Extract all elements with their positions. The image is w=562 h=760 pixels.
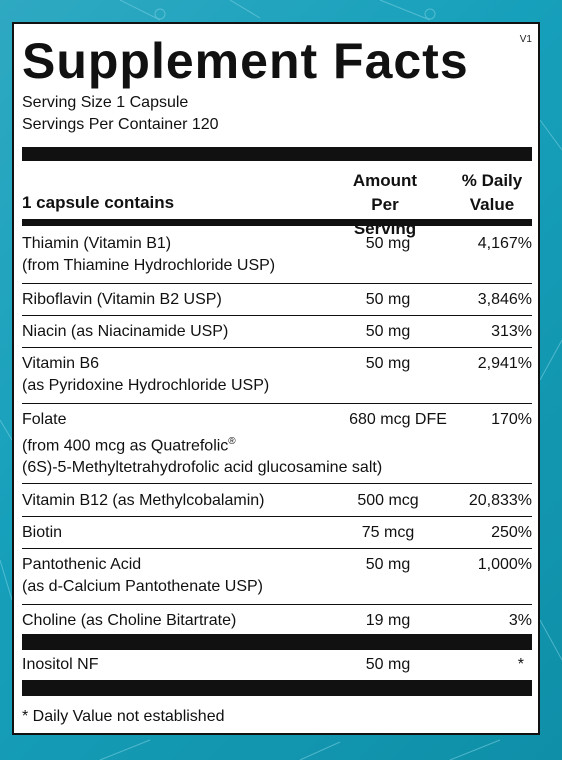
- thick-divider-top: [22, 147, 532, 161]
- footnote: * Daily Value not established: [22, 708, 225, 725]
- thick-divider-middle: [22, 634, 532, 650]
- row-divider: [22, 403, 532, 404]
- header-amount: Amount Per Serving: [352, 171, 418, 238]
- panel-title: Supplement Facts: [22, 33, 469, 89]
- supplement-facts-panel: V1 Supplement Facts Serving Size 1 Capsu…: [12, 22, 540, 735]
- header-daily-value: % Daily Value: [461, 171, 523, 214]
- row-divider: [22, 483, 532, 484]
- thick-divider-header: [22, 219, 532, 226]
- version-label: V1: [519, 34, 532, 45]
- serving-size: Serving Size 1 Capsule: [22, 94, 189, 111]
- row-divider: [22, 315, 532, 316]
- row-divider: [22, 283, 532, 284]
- row-divider: [22, 548, 532, 549]
- table-header: 1 capsule contains Amount Per Serving % D…: [22, 169, 532, 238]
- thick-divider-bottom: [22, 680, 532, 696]
- header-contains: 1 capsule contains: [22, 193, 175, 212]
- servings-per-container: Servings Per Container 120: [22, 116, 219, 133]
- row-divider: [22, 347, 532, 348]
- table-row: Thiamin (Vitamin B1) (from Thiamine Hydro…: [22, 235, 532, 274]
- row-divider: [22, 604, 532, 605]
- row-divider: [22, 516, 532, 517]
- serving-info: Serving Size 1 Capsule Servings Per Cont…: [22, 92, 219, 136]
